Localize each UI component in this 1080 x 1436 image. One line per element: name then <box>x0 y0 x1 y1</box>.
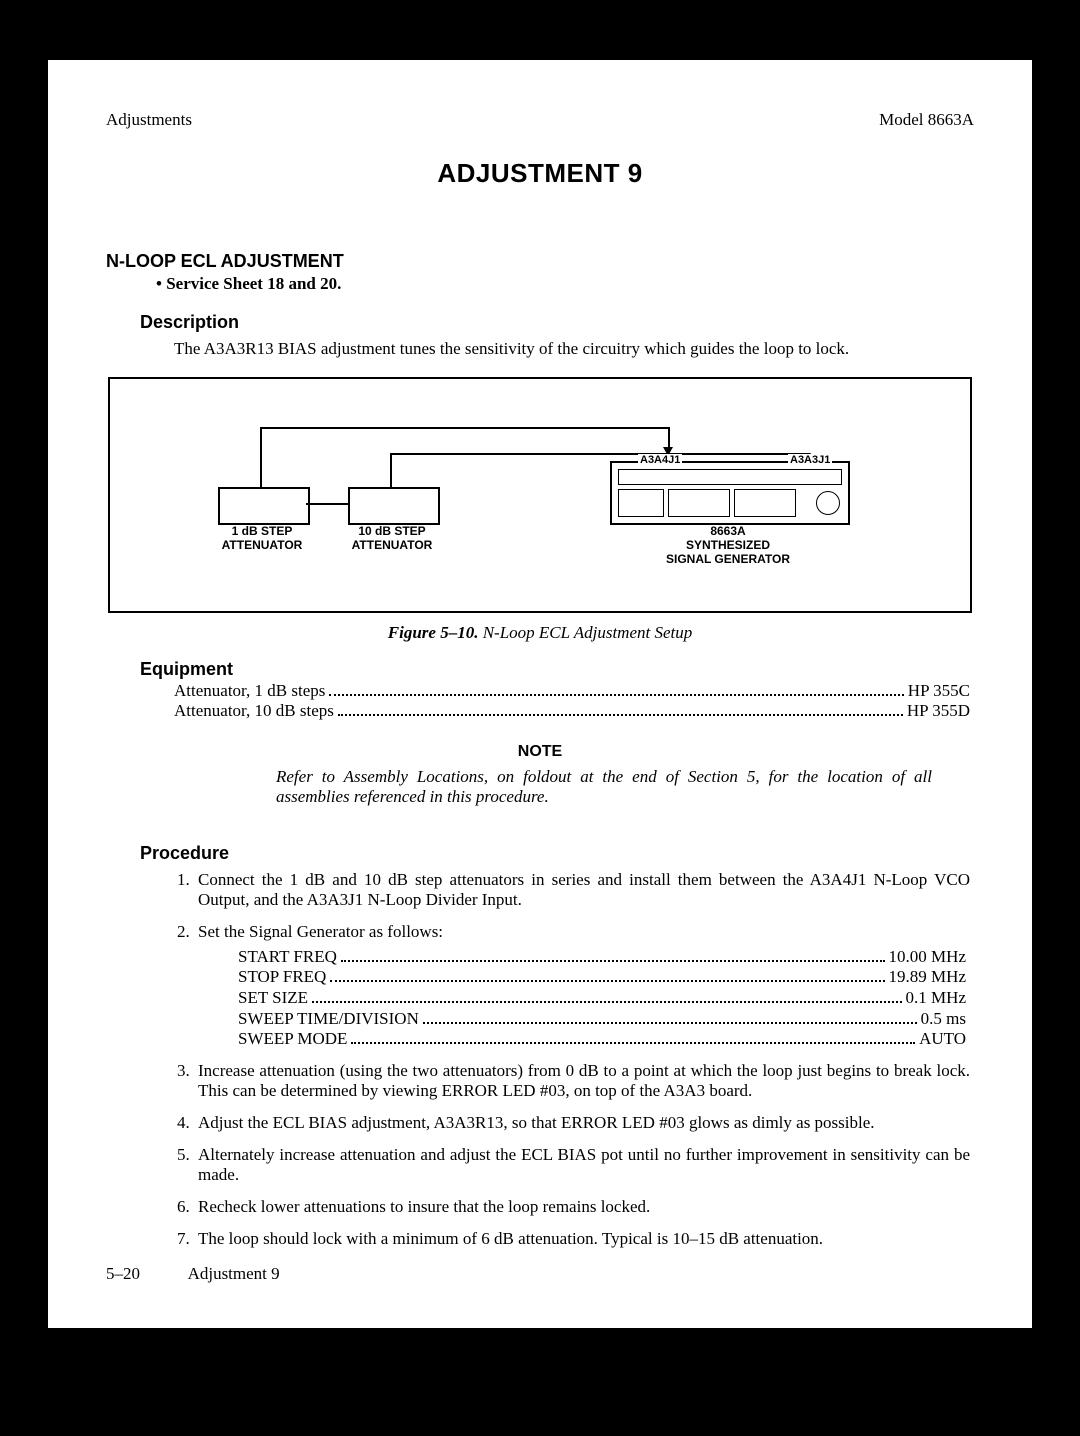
attenuator-2-box <box>348 487 440 525</box>
diagram-wire <box>260 427 262 487</box>
diagram-wire <box>390 453 808 455</box>
setting-label: SWEEP TIME/DIVISION <box>238 1009 419 1029</box>
running-header: Adjustments Model 8663A <box>106 110 974 130</box>
procedure-step-5: Alternately increase attenuation and adj… <box>194 1145 970 1185</box>
figure-number: Figure 5–10. <box>388 623 479 642</box>
equipment-value: HP 355C <box>908 681 970 701</box>
page-footer: 5–20 Adjustment 9 <box>106 1264 280 1284</box>
figure-title: N-Loop ECL Adjustment Setup <box>478 623 692 642</box>
instrument-panel <box>610 461 850 525</box>
procedure-step-2-intro: Set the Signal Generator as follows: <box>198 922 443 941</box>
setting-value: AUTO <box>919 1029 966 1049</box>
diagram-wire <box>390 453 392 487</box>
figure-caption: Figure 5–10. N-Loop ECL Adjustment Setup <box>106 623 974 643</box>
connector-1-label: A3A4J1 <box>638 454 682 466</box>
hole-punch-icon <box>1046 640 1072 666</box>
leader-dots <box>351 1029 915 1045</box>
setting-value: 10.00 MHz <box>889 947 966 967</box>
procedure-heading: Procedure <box>140 843 974 864</box>
instrument-label: 8663A SYNTHESIZED SIGNAL GENERATOR <box>610 525 846 566</box>
leader-dots <box>341 946 885 962</box>
procedure-step-4: Adjust the ECL BIAS adjustment, A3A3R13,… <box>194 1113 970 1133</box>
setting-label: STOP FREQ <box>238 967 326 987</box>
page: Adjustments Model 8663A ADJUSTMENT 9 N-L… <box>48 60 1032 1328</box>
equipment-heading: Equipment <box>140 659 974 680</box>
setting-row: START FREQ 10.00 MHz <box>238 946 966 967</box>
header-left: Adjustments <box>106 110 192 130</box>
setting-row: STOP FREQ 19.89 MHz <box>238 967 966 988</box>
setting-label: START FREQ <box>238 947 337 967</box>
equipment-row: Attenuator, 1 dB steps HP 355C <box>174 680 970 701</box>
diagram-wire <box>260 427 670 429</box>
description-heading: Description <box>140 312 974 333</box>
hole-punch-icon <box>1046 182 1072 208</box>
procedure-step-1: Connect the 1 dB and 10 dB step attenuat… <box>194 870 970 910</box>
procedure-step-7: The loop should lock with a minimum of 6… <box>194 1229 970 1249</box>
leader-dots <box>312 987 901 1003</box>
procedure-step-2: Set the Signal Generator as follows: STA… <box>194 922 970 1049</box>
attenuator-2-label: 10 dB STEP ATTENUATOR <box>336 525 448 553</box>
setting-row: SWEEP MODE AUTO <box>238 1029 966 1050</box>
hole-punch-icon <box>1046 1148 1072 1174</box>
setting-label: SWEEP MODE <box>238 1029 347 1049</box>
note-heading: NOTE <box>106 743 974 761</box>
footer-page-number: 5–20 <box>106 1264 140 1283</box>
header-right: Model 8663A <box>879 110 974 130</box>
procedure-list: Connect the 1 dB and 10 dB step attenuat… <box>194 870 970 1249</box>
setting-value: 0.1 MHz <box>906 988 966 1008</box>
procedure-step-3: Increase attenuation (using the two atte… <box>194 1061 970 1101</box>
note-body: Refer to Assembly Locations, on foldout … <box>276 767 932 807</box>
equipment-label: Attenuator, 1 dB steps <box>174 681 325 701</box>
setting-row: SET SIZE 0.1 MHz <box>238 987 966 1008</box>
procedure-step-6: Recheck lower attenuations to insure tha… <box>194 1197 970 1217</box>
leader-dots <box>338 701 903 717</box>
footer-section: Adjustment 9 <box>188 1264 280 1283</box>
diagram-wire <box>668 427 670 449</box>
diagram-wire <box>306 503 348 505</box>
setting-row: SWEEP TIME/DIVISION 0.5 ms <box>238 1008 966 1029</box>
setting-value: 0.5 ms <box>921 1009 966 1029</box>
setting-label: SET SIZE <box>238 988 308 1008</box>
attenuator-1-box <box>218 487 310 525</box>
figure-diagram: 1 dB STEP ATTENUATOR 10 dB STEP ATTENUAT… <box>108 377 972 613</box>
page-title: ADJUSTMENT 9 <box>106 158 974 189</box>
connector-2-label: A3A3J1 <box>788 454 832 466</box>
section-heading: N-LOOP ECL ADJUSTMENT <box>106 251 974 272</box>
service-sheet-bullet: • Service Sheet 18 and 20. <box>156 274 974 294</box>
equipment-row: Attenuator, 10 dB steps HP 355D <box>174 701 970 722</box>
attenuator-1-label: 1 dB STEP ATTENUATOR <box>206 525 318 553</box>
leader-dots <box>423 1008 917 1024</box>
equipment-value: HP 355D <box>907 701 970 721</box>
equipment-label: Attenuator, 10 dB steps <box>174 701 334 721</box>
description-body: The A3A3R13 BIAS adjustment tunes the se… <box>174 339 974 359</box>
leader-dots <box>329 680 903 696</box>
setting-value: 19.89 MHz <box>889 967 966 987</box>
leader-dots <box>330 967 884 983</box>
